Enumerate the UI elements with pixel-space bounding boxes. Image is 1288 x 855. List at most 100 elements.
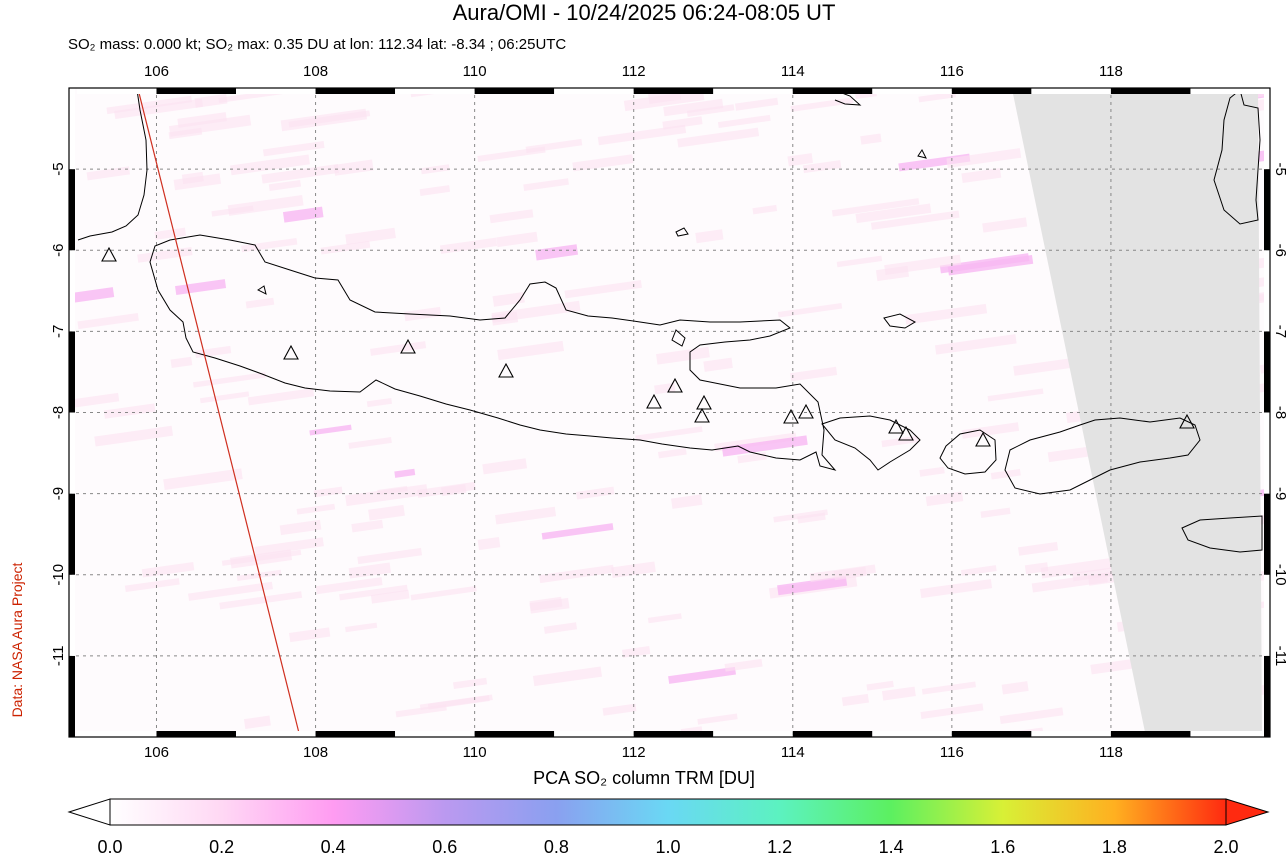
so2-pixel <box>348 437 392 449</box>
so2-pixel <box>777 303 843 318</box>
so2-pixel <box>262 140 325 157</box>
so2-pixel <box>576 486 615 500</box>
frame-bar-right <box>1264 412 1270 494</box>
so2-pixel <box>773 509 828 523</box>
so2-pixel <box>866 680 894 691</box>
so2-pixel <box>647 613 682 624</box>
frame-bar-top <box>792 88 873 94</box>
colorbar-tick-label: 0.6 <box>432 837 457 855</box>
lat-tick-label-right: -11 <box>1272 646 1288 667</box>
so2-pixel <box>919 466 945 477</box>
so2-pixel <box>860 133 882 145</box>
so2-pixel <box>1001 681 1029 695</box>
colorbar-gradient <box>109 798 1227 826</box>
colorbar-title: PCA SO₂ column TRM [DU] <box>533 768 755 788</box>
so2-pixel <box>261 163 340 184</box>
so2-pixel <box>351 519 384 533</box>
so2-pixel <box>419 185 451 196</box>
lat-tick-label-right: -5 <box>1272 162 1288 175</box>
so2-pixel <box>668 666 736 684</box>
coast-islet-3 <box>257 285 267 295</box>
colorbar-tick-labels: 0.0 0.2 0.4 0.6 0.8 1.0 1.2 1.4 1.6 1.8 2.0 <box>97 837 1238 855</box>
lat-tick-label-left: -8 <box>50 406 67 419</box>
frame-bar-top <box>1031 88 1111 94</box>
coast-madura <box>671 329 686 347</box>
so2-pixel <box>564 280 642 299</box>
so2-pixel <box>721 435 808 457</box>
so2-pixel <box>1013 356 1083 376</box>
frame-bar-bottom <box>156 731 237 737</box>
frame-bar-top <box>474 88 555 94</box>
so2-pixel <box>960 565 997 576</box>
axis-tick-labels: 106 106 108 108 110 110 112 112 114 114 116 116 118 1… <box>50 63 1288 761</box>
so2-pixel <box>288 627 331 643</box>
lat-tick-label-left: -11 <box>50 646 67 667</box>
so2-pixel <box>697 713 738 725</box>
frame-bar-left <box>69 655 75 737</box>
volcano-triangle <box>498 362 514 378</box>
so2-pixel <box>987 388 1044 402</box>
so2-pixel <box>532 666 603 687</box>
volcano-triangle <box>888 418 904 434</box>
frame-bar-left <box>69 88 75 170</box>
frame-bar-bottom <box>633 731 714 737</box>
frame-bar-top <box>315 88 396 94</box>
so2-pixel <box>657 448 687 459</box>
volcano-triangle <box>898 425 914 441</box>
so2-pixel <box>339 584 408 601</box>
lat-tick-label-left: -6 <box>50 244 67 257</box>
so2-pixel <box>597 124 687 146</box>
so2-pixel <box>602 703 637 716</box>
volcano-triangle <box>646 393 662 409</box>
so2-pixel <box>656 346 710 365</box>
so2-pixel <box>990 468 1021 480</box>
so2-pixel <box>103 403 156 419</box>
so2-pixel <box>925 491 964 507</box>
lon-tick-label-bottom: 118 <box>1099 744 1123 761</box>
so2-pixel <box>345 227 396 245</box>
lon-tick-label-bottom: 114 <box>781 744 805 761</box>
so2-pixel <box>357 547 423 565</box>
so2-pixel <box>724 658 763 672</box>
frame-bar-bottom <box>1190 731 1270 737</box>
frame-bar-top <box>713 88 793 94</box>
coast-sulawesi <box>1213 89 1261 225</box>
lon-tick-label-top: 108 <box>303 63 328 80</box>
so2-pixel <box>523 178 569 191</box>
so2-pixel <box>735 97 779 111</box>
so2-pixel <box>86 166 131 181</box>
coast-sumba <box>1181 515 1263 553</box>
so2-summary: SO₂ mass: 0.000 kt; SO₂ max: 0.35 DU at … <box>68 36 567 53</box>
frame-bar-bottom <box>1110 731 1191 737</box>
so2-pixel <box>482 458 528 475</box>
orbit-swath-edge-line <box>137 88 301 738</box>
so2-pixel <box>227 194 304 216</box>
so2-pixel <box>477 536 501 551</box>
so2-pixel <box>163 468 243 490</box>
so2-pixel <box>1268 94 1270 104</box>
lat-tick-label-left: -10 <box>50 564 67 586</box>
coast-sumatra <box>77 89 148 241</box>
coastlines <box>77 89 1263 553</box>
so2-pixel <box>496 231 538 248</box>
frame-bar-left <box>69 250 75 332</box>
so2-pixel <box>831 198 920 217</box>
lat-tick-label-right: -10 <box>1272 564 1288 586</box>
so2-pixel <box>662 116 703 130</box>
so2-pixel <box>313 486 343 498</box>
lon-tick-label-top: 110 <box>463 63 487 80</box>
frame-bar-bottom <box>792 731 873 737</box>
so2-pixel <box>870 210 960 230</box>
so2-pixel <box>695 229 724 244</box>
lon-tick-label-bottom: 110 <box>463 744 487 761</box>
so2-pixel <box>77 313 139 330</box>
so2-pixel <box>934 334 1017 355</box>
so2-pixel <box>241 237 298 253</box>
frame-bar-bottom <box>872 731 952 737</box>
so2-pixel <box>1031 572 1108 593</box>
so2-pixel <box>229 549 293 569</box>
so2-pixel <box>345 622 378 633</box>
so2-pixel <box>881 435 919 448</box>
frame-bar-bottom <box>236 731 316 737</box>
colorbar-tick-label: 2.0 <box>1213 837 1238 855</box>
